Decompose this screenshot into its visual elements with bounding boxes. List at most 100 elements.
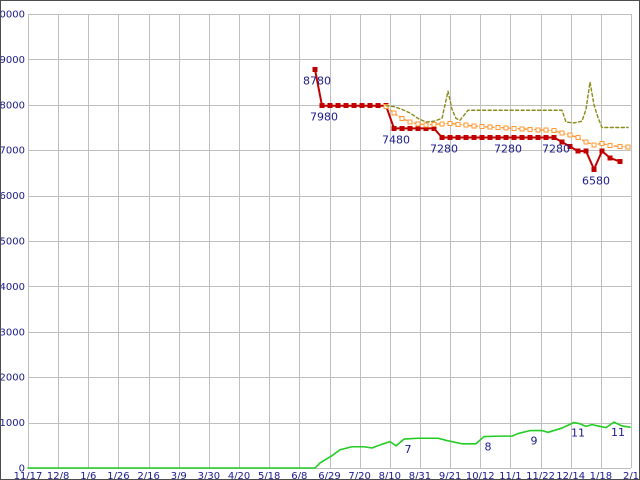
series-marker-price-main — [463, 134, 469, 140]
x-axis-tick-label: 8/10 — [379, 471, 401, 480]
data-point-label: 7980 — [310, 111, 338, 124]
series-marker-price-main — [439, 134, 445, 140]
data-point-label: 7280 — [542, 142, 570, 155]
data-point-label: 9 — [531, 435, 538, 448]
series-marker-price-main — [335, 103, 341, 109]
series-marker-average-orange — [415, 121, 421, 127]
series-marker-average-orange — [399, 115, 405, 121]
x-axis-tick-label: 8/31 — [409, 471, 431, 480]
y-axis-tick-label: 10000 — [0, 10, 25, 21]
y-axis-tick-label: 4000 — [0, 282, 25, 293]
series-marker-average-orange — [447, 120, 453, 126]
x-axis-tick-label: 5/18 — [258, 471, 280, 480]
series-marker-price-main — [551, 134, 557, 140]
series-marker-average-orange — [575, 134, 581, 140]
series-marker-price-main — [391, 125, 397, 131]
x-axis-tick-label: 1/18 — [590, 471, 612, 480]
series-marker-price-main — [455, 134, 461, 140]
series-marker-price-main — [479, 134, 485, 140]
data-point-label: 8 — [485, 441, 492, 454]
series-marker-price-main — [367, 103, 373, 109]
y-axis-tick-label: 8000 — [0, 100, 25, 111]
y-axis-tick-label: 5000 — [0, 237, 25, 248]
data-point-label: 6580 — [582, 174, 610, 187]
x-axis-tick-label: 6/29 — [318, 471, 340, 480]
data-point-label: 7480 — [382, 133, 410, 146]
series-marker-price-main — [319, 103, 325, 109]
x-axis-tick-labels: 11/17 12/8 1/6 1/26 2/16 3/9 3/30 4/20 5/18 6/8 6/… — [14, 471, 639, 480]
y-axis-tick-label: 7000 — [0, 146, 25, 157]
series-marker-average-orange — [391, 110, 397, 116]
x-axis-tick-label: 1/26 — [107, 471, 129, 480]
series-marker-price-main — [327, 103, 333, 109]
data-point-label: 7280 — [430, 142, 458, 155]
y-axis-tick-label: 6000 — [0, 191, 25, 202]
series-marker-price-main — [399, 125, 405, 131]
x-axis-tick-label: 1/6 — [80, 471, 96, 480]
series-marker-average-orange — [463, 122, 469, 128]
data-series-group — [27, 66, 631, 469]
series-marker-price-main — [607, 155, 613, 161]
series-marker-price-main — [591, 166, 597, 172]
x-axis-tick-label: 11/22 — [526, 471, 555, 480]
data-point-labels: 8780 7980 7480 7280 7280 7280 6580 7 8 9 11 11 — [303, 74, 625, 456]
x-axis-tick-label: 6/8 — [291, 471, 307, 480]
series-marker-average-orange — [599, 140, 605, 146]
series-marker-average-orange — [487, 124, 493, 130]
series-marker-price-main — [351, 103, 357, 109]
data-point-label: 7280 — [494, 142, 522, 155]
grid-lines — [28, 14, 632, 469]
y-axis-tick-label: 9000 — [0, 55, 25, 66]
data-point-label: 11 — [611, 426, 625, 439]
series-line-high-olive — [385, 81, 629, 129]
series-marker-price-main — [312, 66, 318, 72]
series-marker-price-main — [487, 134, 493, 140]
series-marker-average-orange — [407, 119, 413, 125]
data-point-label: 8780 — [303, 74, 331, 87]
series-marker-price-main — [575, 148, 581, 154]
series-marker-average-orange — [471, 123, 477, 129]
series-marker-price-main — [543, 134, 549, 140]
x-axis-tick-label: 12/8 — [47, 471, 69, 480]
series-marker-average-orange — [607, 143, 613, 149]
series-marker-average-orange — [559, 130, 565, 136]
data-point-label: 11 — [571, 427, 585, 440]
series-marker-price-main — [431, 125, 437, 131]
x-axis-tick-label: 11/17 — [14, 471, 43, 480]
series-marker-price-main — [511, 134, 517, 140]
series-marker-average-orange — [535, 127, 541, 133]
series-marker-average-orange — [527, 126, 533, 132]
series-marker-price-main — [343, 103, 349, 109]
series-marker-price-main — [415, 125, 421, 131]
x-axis-tick-label: 11/1 — [499, 471, 521, 480]
series-marker-average-orange — [495, 125, 501, 130]
series-marker-average-orange — [543, 127, 549, 133]
series-marker-price-main — [407, 125, 413, 131]
series-marker-average-orange — [591, 142, 597, 148]
x-axis-tick-label: 12/14 — [556, 471, 585, 480]
series-marker-price-main — [471, 134, 477, 140]
series-marker-average-orange — [567, 132, 573, 138]
series-marker-average-orange — [617, 144, 623, 150]
series-marker-price-main — [527, 134, 533, 140]
x-axis-tick-label: 3/30 — [198, 471, 220, 480]
series-marker-average-orange — [439, 121, 445, 127]
series-marker-price-main — [519, 134, 525, 140]
y-axis-tick-label: 0 — [19, 464, 25, 475]
data-point-label: 7 — [405, 443, 412, 456]
x-axis-tick-label: 3/9 — [171, 471, 187, 480]
y-axis-tick-label: 1000 — [0, 418, 25, 429]
series-marker-price-main — [567, 144, 573, 150]
series-marker-average-orange — [519, 126, 525, 132]
series-marker-average-orange — [583, 139, 589, 145]
series-marker-price-main — [559, 139, 565, 145]
series-marker-price-main — [503, 134, 509, 140]
series-marker-price-main — [535, 134, 541, 140]
x-axis-tick-label: 2/1 — [623, 471, 639, 480]
series-marker-average-orange — [503, 125, 509, 131]
series-marker-average-orange — [423, 122, 429, 128]
series-marker-price-main — [495, 134, 501, 140]
series-marker-price-main — [375, 103, 381, 109]
